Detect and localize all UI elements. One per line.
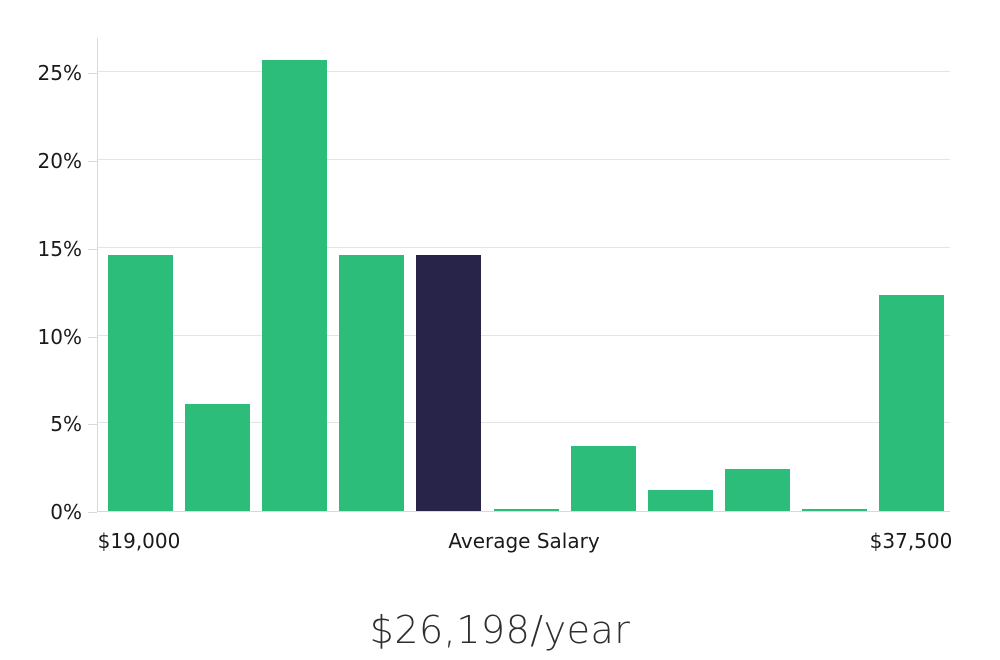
gridline-5% [98,422,950,424]
y-tick-mark [88,424,97,426]
x-axis-label-min: $19,000 [97,529,181,553]
histogram-bar[interactable] [801,509,867,511]
histogram-bar[interactable] [262,59,328,511]
histogram-bar[interactable] [185,403,251,511]
histogram-bar[interactable] [647,489,713,511]
average-salary-caption: $26,198/year [369,608,631,652]
gridline-20% [98,159,950,160]
gridline-15% [98,246,950,248]
y-tick-mark [88,161,97,162]
y-axis-tick-label: 10% [37,324,82,349]
histogram-bar[interactable] [724,468,790,511]
y-tick-mark [88,248,97,250]
histogram-bar[interactable] [879,295,944,511]
histogram-bar-highlighted[interactable] [416,254,482,511]
plot-area [97,38,950,512]
histogram-bar[interactable] [493,509,559,511]
x-axis-label-max: $37,500 [869,529,953,553]
gridline-25% [98,71,950,73]
y-tick-mark [88,336,97,338]
y-axis-tick-label: 5% [50,412,82,437]
histogram-bar[interactable] [108,254,173,511]
y-tick-mark [88,512,97,513]
y-tick-mark [88,73,97,75]
gridline-10% [98,334,950,336]
y-axis-tick-label: 20% [37,149,82,173]
histogram-bar[interactable] [570,446,636,511]
y-axis-tick-label: 15% [37,236,82,261]
y-axis-tick-label: 25% [37,61,82,86]
x-axis-label-average-salary: Average Salary [448,529,600,553]
histogram-bar[interactable] [339,254,405,511]
y-axis-tick-label: 0% [50,500,82,524]
